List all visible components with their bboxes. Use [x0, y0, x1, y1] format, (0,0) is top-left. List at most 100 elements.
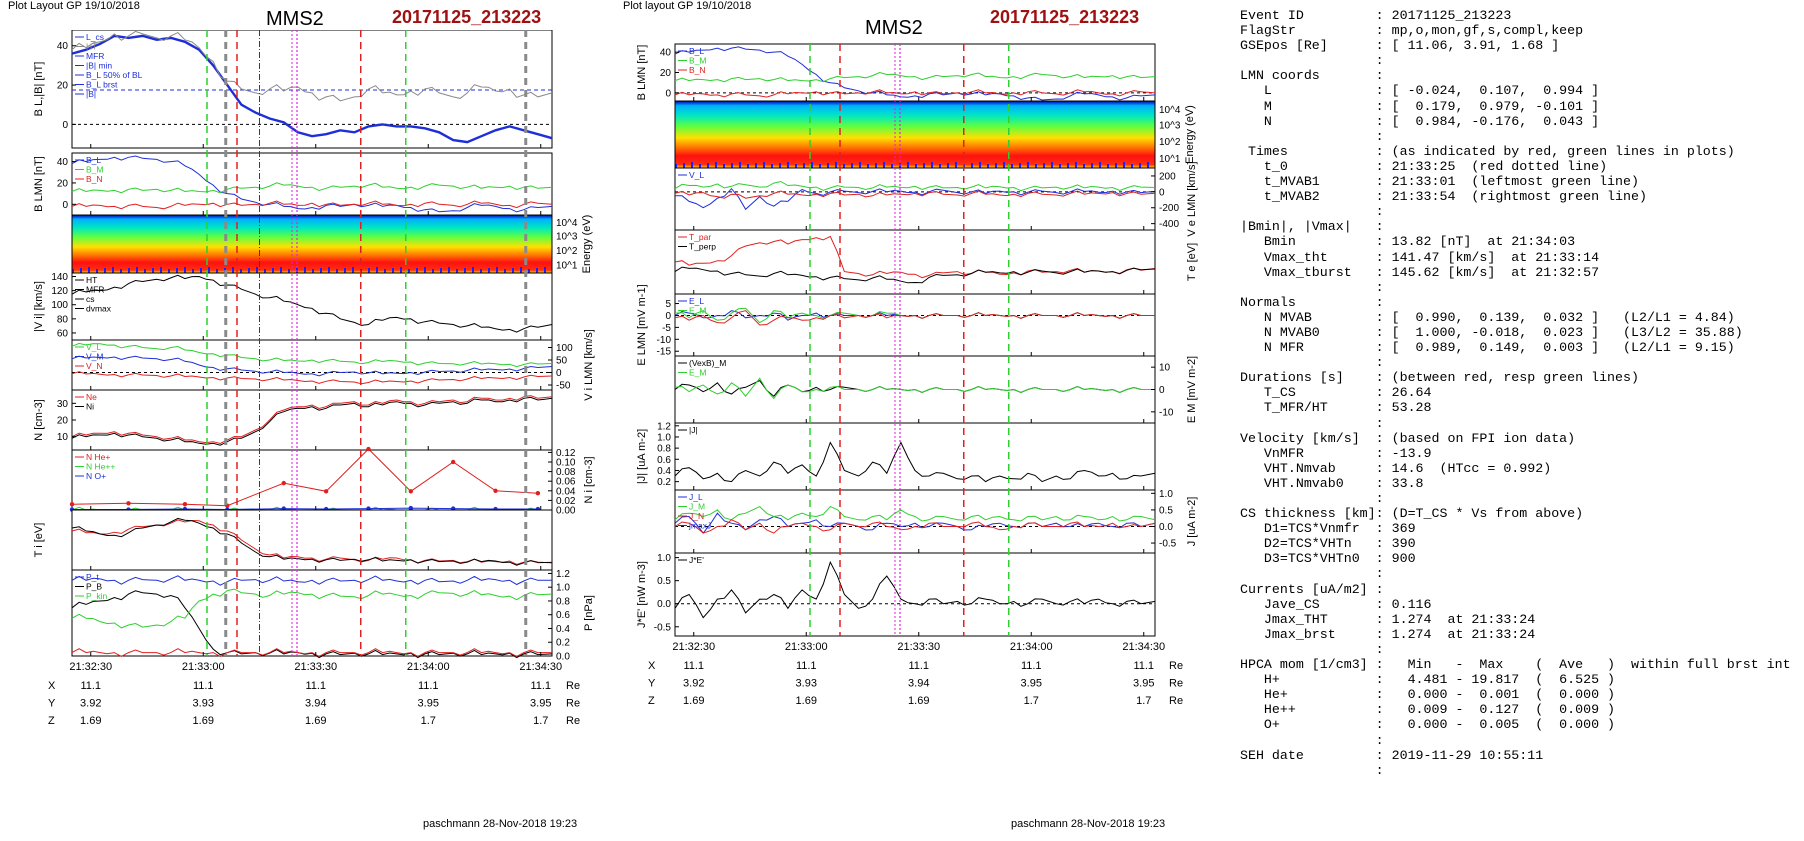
series-line-b-m: [674, 71, 1156, 83]
summary-colon: :: [1375, 174, 1392, 190]
spectrogram-low-energy-streak: [1131, 164, 1133, 168]
y-tick-label: 0.4: [556, 624, 570, 635]
summary-row: Durations [s] : (between red, resp green…: [1232, 370, 1802, 385]
y-tick-label: 200: [1159, 171, 1176, 182]
data-point: [493, 488, 498, 493]
summary-colon: :: [1375, 385, 1392, 401]
spectrogram-low-energy-streak: [955, 162, 957, 168]
orbit-value: 11.1: [1021, 660, 1042, 672]
summary-key: Vmax_tht: [1232, 249, 1376, 265]
y-tick-label: 0: [62, 120, 68, 131]
summary-row: :: [1232, 416, 1802, 431]
legend-label: B_M: [86, 165, 103, 175]
spectrogram-low-energy-streak: [1067, 163, 1069, 168]
spectrogram-low-energy-streak: [987, 164, 989, 168]
spectrogram-low-energy-streak: [144, 269, 146, 273]
y-tick-label: 0: [665, 88, 671, 99]
left-event-title: 20171125_213223: [392, 7, 542, 27]
spectrogram-low-energy-streak: [827, 163, 829, 168]
spectrogram-low-energy-streak: [971, 163, 973, 168]
y-axis-label: P [nPa]: [583, 595, 595, 631]
summary-key: LMN coords: [1232, 68, 1376, 84]
spectrogram-low-energy-streak: [440, 268, 442, 273]
y-axis-label: B LMN [nT]: [636, 45, 648, 101]
y-tick-label: 60: [57, 328, 69, 339]
summary-row: :: [1232, 763, 1802, 778]
summary-row: :: [1232, 733, 1802, 748]
spectrogram-low-energy-streak: [1099, 162, 1101, 168]
legend-label: B_L: [86, 155, 101, 165]
legend-label: |B| min: [86, 61, 112, 71]
summary-colon: :: [1375, 264, 1392, 280]
y-tick-label: 0.02: [556, 496, 576, 507]
series-line-j-e-: [674, 560, 1156, 619]
y-tick-label: 120: [51, 286, 68, 297]
spectrogram-low-energy-streak: [891, 164, 893, 168]
summary-colon: :: [1375, 309, 1392, 325]
summary-key: [1232, 416, 1376, 431]
orbit-value: 1.7: [1136, 695, 1151, 707]
summary-value: -13.9: [1391, 445, 1432, 461]
summary-key: VHT.Nmvab: [1232, 460, 1376, 476]
summary-colon: :: [1375, 53, 1392, 69]
orbit-value: 11.1: [796, 660, 817, 672]
summary-value: 21:33:25 (red dotted line): [1391, 158, 1608, 174]
summary-row: Vmax_tht : 141.47 [km/s] at 21:33:14: [1232, 250, 1802, 265]
spectrogram-low-energy-streak: [707, 163, 709, 168]
mid-layout-label: Plot layout GP 19/10/2018: [623, 0, 752, 12]
legend-label: V_L: [86, 342, 101, 352]
summary-key: D3=TCS*VHTn0: [1232, 551, 1376, 567]
legend-label: N He+: [86, 452, 110, 462]
spectrogram-low-energy-streak: [304, 267, 306, 273]
summary-colon: :: [1375, 234, 1392, 250]
data-point: [126, 501, 131, 506]
legend-label: T_perp: [689, 242, 716, 252]
summary-key: [1232, 129, 1376, 144]
summary-colon: :: [1375, 672, 1392, 688]
legend-label: J_M: [689, 502, 705, 512]
data-point: [323, 489, 329, 494]
panel-2: 40 20 0 B LMN [nT] B_LB_MB_N: [33, 152, 553, 216]
spectrogram-axis-label: Energy (eV): [1184, 105, 1196, 164]
series-line-e-n: [674, 310, 1155, 326]
y-tick-label: 1.0: [556, 583, 570, 594]
spectrogram-low-energy-streak: [504, 269, 506, 273]
spectrogram-low-energy-streak: [1027, 162, 1029, 168]
spectrogram-low-energy-streak: [184, 267, 186, 273]
legend-label: dvmax: [86, 304, 112, 314]
summary-colon: :: [1375, 747, 1392, 763]
summary-key: SEH date: [1232, 747, 1376, 763]
y-tick-label: 0.5: [657, 576, 671, 587]
summary-key: t_MVAB2: [1232, 189, 1376, 205]
summary-row: Jmax_THT : 1.274 at 21:33:24: [1232, 612, 1802, 627]
orbit-value: 3.95: [530, 698, 551, 710]
spectrogram-low-energy-streak: [763, 162, 765, 168]
spectrogram-low-energy-streak: [1051, 162, 1053, 168]
summary-colon: :: [1375, 158, 1392, 174]
y-tick-label: 0: [665, 311, 671, 322]
spectrogram-low-energy-streak: [192, 269, 194, 273]
summary-colon: :: [1375, 641, 1392, 657]
spectrogram-low-energy-streak: [675, 164, 677, 168]
summary-colon: :: [1375, 279, 1392, 295]
legend-label: E_M: [689, 306, 706, 316]
mid-event-title: 20171125_213223: [990, 7, 1140, 27]
summary-key: N: [1232, 113, 1376, 129]
orbit-value: 11.1: [418, 680, 439, 692]
summary-colon: :: [1375, 8, 1392, 23]
spectrogram-low-energy-streak: [995, 163, 997, 168]
summary-colon: :: [1375, 68, 1392, 84]
y-tick-label: -0.5: [654, 622, 672, 633]
y-tick-label: 1.0: [657, 432, 671, 443]
y-tick-label: -200: [1159, 203, 1179, 214]
spectrogram-low-energy-streak: [859, 162, 861, 168]
spectrogram-tick-label: 10^1: [1159, 154, 1181, 165]
y-tick-label: 0.04: [556, 486, 576, 497]
spectrogram-low-energy-streak: [408, 269, 410, 273]
spectrogram-low-energy-streak: [88, 267, 90, 273]
spectrogram-low-energy-streak: [448, 267, 450, 273]
spectrogram-low-energy-streak: [80, 268, 82, 273]
spectrogram-tick-label: 10^1: [556, 260, 578, 271]
summary-value: 13.82 [nT] at 21:34:03: [1391, 234, 1576, 250]
summary-value: [ 1.000, -0.018, 0.023 ] (L3/L2 = 35.88): [1391, 324, 1743, 340]
